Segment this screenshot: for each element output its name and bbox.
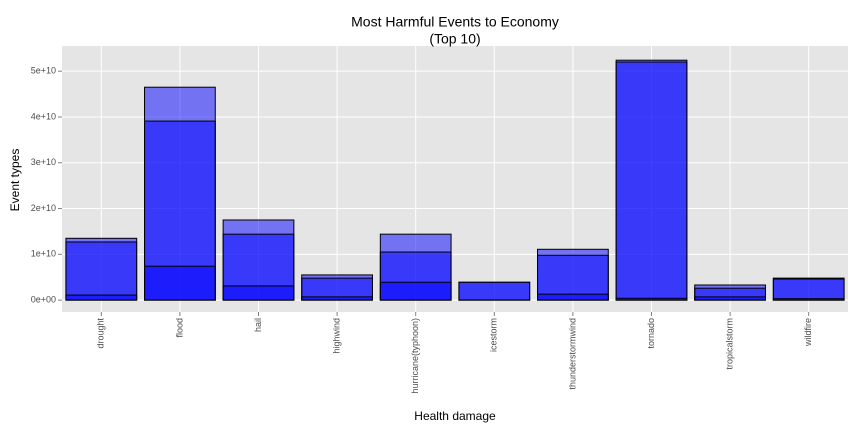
y-tick-label: 5e+10 [31, 66, 56, 76]
x-tick-label: hurricane(typhoon) [410, 318, 420, 394]
bar [537, 254, 609, 301]
y-tick-label: 0e+00 [31, 294, 56, 304]
bar [65, 241, 138, 301]
x-axis-title: Health damage [414, 409, 496, 423]
chart-title: Most Harmful Events to Economy [351, 14, 559, 30]
x-tick-label: hail [253, 318, 263, 332]
x-tick-label: highwind [331, 318, 341, 354]
bar [65, 294, 138, 301]
bar [772, 278, 845, 301]
bar [458, 281, 531, 301]
x-tick-label: tornado [646, 318, 656, 349]
bar [772, 298, 845, 301]
y-axis-title: Event types [8, 149, 22, 212]
x-tick-label: flood [174, 318, 184, 338]
x-tick-label: icestorm [489, 318, 499, 352]
x-tick-label: thunderstormwind [567, 318, 577, 390]
chart-subtitle: (Top 10) [429, 31, 480, 47]
bar [222, 285, 295, 301]
x-tick-label: tropicalstorm [724, 318, 734, 370]
bar [379, 281, 452, 301]
x-tick-label: drought [96, 318, 106, 349]
bar [301, 296, 373, 301]
bar [537, 293, 609, 301]
bar [694, 296, 766, 301]
y-tick-label: 1e+10 [31, 249, 56, 259]
bar [615, 61, 688, 301]
y-tick-label: 4e+10 [31, 111, 56, 121]
y-tick-label: 2e+10 [31, 203, 56, 213]
bar [615, 297, 688, 301]
x-tick-label: wildfire [803, 318, 813, 347]
bar [144, 265, 216, 301]
y-tick-label: 3e+10 [31, 157, 56, 167]
